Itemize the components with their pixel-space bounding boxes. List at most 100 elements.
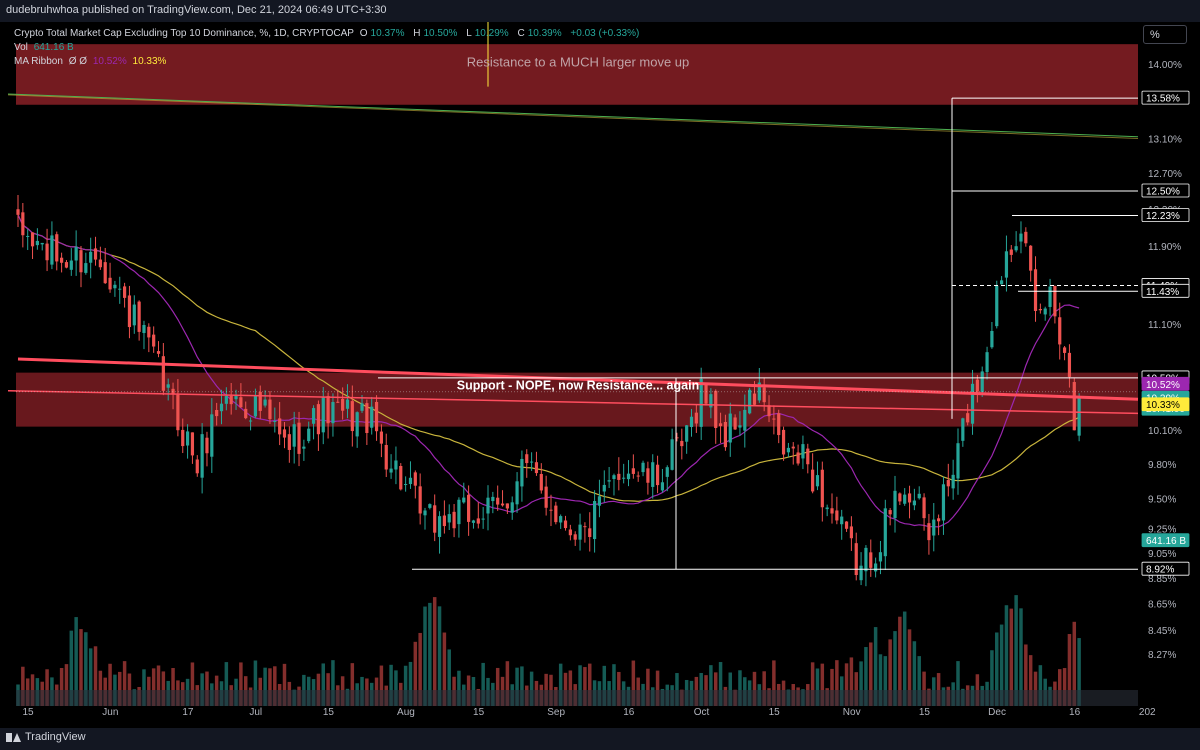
candle: [389, 454, 393, 479]
candle: [45, 228, 49, 272]
candle-body: [326, 396, 330, 424]
support-zone: [16, 372, 1138, 427]
volume-bar: [1077, 638, 1081, 706]
volume-bar: [394, 670, 398, 706]
volume-bar: [907, 629, 912, 706]
candle: [844, 521, 849, 532]
candle: [253, 388, 258, 419]
candle: [215, 402, 219, 426]
candle: [583, 522, 587, 543]
candle-body: [118, 288, 122, 290]
candle: [1000, 276, 1004, 285]
candle-body: [491, 496, 495, 502]
y-label-text: 11.43%: [1146, 287, 1179, 298]
candlestick-chart[interactable]: Resistance to a MUCH larger move up Suppo…: [0, 22, 1200, 728]
candle-body: [462, 497, 466, 503]
candle: [704, 383, 708, 406]
top-bar: dudebruhwhoa published on TradingView.co…: [0, 0, 1200, 22]
candle: [55, 231, 59, 271]
volume-bar: [602, 665, 607, 706]
candle: [447, 504, 451, 531]
candle: [190, 432, 195, 464]
candle-body: [505, 503, 509, 509]
candle: [205, 431, 209, 467]
volume-bar: [728, 672, 733, 706]
volume-bar: [142, 669, 146, 706]
y-boxed-label: 11.43%: [1141, 283, 1190, 298]
volume-bar: [956, 661, 960, 706]
candle-body: [966, 413, 970, 423]
volume-bar: [520, 666, 524, 706]
volume-bar: [752, 671, 757, 706]
volume-bar: [447, 649, 451, 706]
scale-percent-button[interactable]: %: [1143, 25, 1187, 44]
x-tick-label: Aug: [397, 707, 415, 718]
candle-body: [874, 563, 878, 572]
candle-body: [137, 301, 141, 332]
candle: [428, 503, 432, 510]
volume-bar: [88, 648, 93, 706]
candle-body: [617, 473, 621, 480]
candle: [573, 531, 577, 546]
candle-body: [757, 382, 761, 401]
volume-bar: [578, 665, 582, 706]
candle-body: [384, 444, 388, 470]
candle-body: [878, 552, 883, 562]
volume-bar: [738, 670, 742, 706]
candle-body: [374, 401, 379, 432]
resistance-zone-label: Resistance to a MUCH larger move up: [467, 54, 690, 69]
candle: [961, 417, 965, 447]
candle: [772, 405, 776, 435]
y-tick-label: 14.00%: [1148, 60, 1182, 71]
volume-bar: [869, 642, 873, 706]
candle-body: [844, 521, 849, 529]
candle-body: [544, 486, 548, 508]
candle: [738, 411, 742, 436]
y-boxed-label: 10.33%: [1141, 397, 1190, 411]
candle-body: [917, 493, 921, 499]
candle: [297, 411, 301, 467]
volume-bar: [326, 673, 330, 706]
candle-body: [733, 417, 737, 430]
candle-body: [714, 390, 718, 429]
x-tick-label: Oct: [694, 707, 710, 718]
y-tick-label: 9.05%: [1148, 549, 1176, 560]
volume-bar: [127, 673, 132, 706]
y-label-text: 10.52%: [1146, 380, 1180, 391]
candle-body: [549, 509, 553, 511]
candle-body: [626, 473, 631, 480]
candle-body: [195, 459, 199, 474]
y-tick-label: 13.10%: [1148, 134, 1182, 145]
volume-bar: [432, 597, 437, 706]
volume-bar: [118, 671, 122, 706]
y-label-box: [1141, 283, 1190, 298]
candle-body: [559, 516, 563, 523]
candle: [471, 519, 476, 529]
tradingview-logo[interactable]: TradingView: [6, 731, 86, 743]
candle-body: [200, 434, 204, 478]
candle: [641, 460, 645, 477]
volume-bar: [835, 660, 839, 706]
x-tick-label: 15: [323, 707, 335, 718]
candle: [869, 539, 873, 577]
candle-body: [481, 518, 485, 520]
candle-body: [437, 516, 442, 537]
candle-body: [215, 409, 219, 417]
candle-body: [205, 437, 209, 454]
candle-body: [239, 397, 243, 408]
candle-body: [709, 394, 713, 408]
volume-bar: [268, 668, 272, 706]
candle-body: [64, 262, 69, 268]
candle: [864, 545, 868, 587]
candle: [588, 512, 592, 552]
candle-body: [452, 511, 456, 529]
y-boxed-label: 13.58%: [1141, 90, 1190, 105]
volume-bar: [713, 672, 718, 706]
candle: [743, 394, 747, 448]
candle: [530, 452, 534, 471]
candle-body: [311, 408, 316, 424]
candle-body: [510, 502, 514, 513]
candle-body: [781, 429, 786, 455]
volume-bar: [902, 611, 907, 706]
volume-bar: [437, 606, 442, 706]
